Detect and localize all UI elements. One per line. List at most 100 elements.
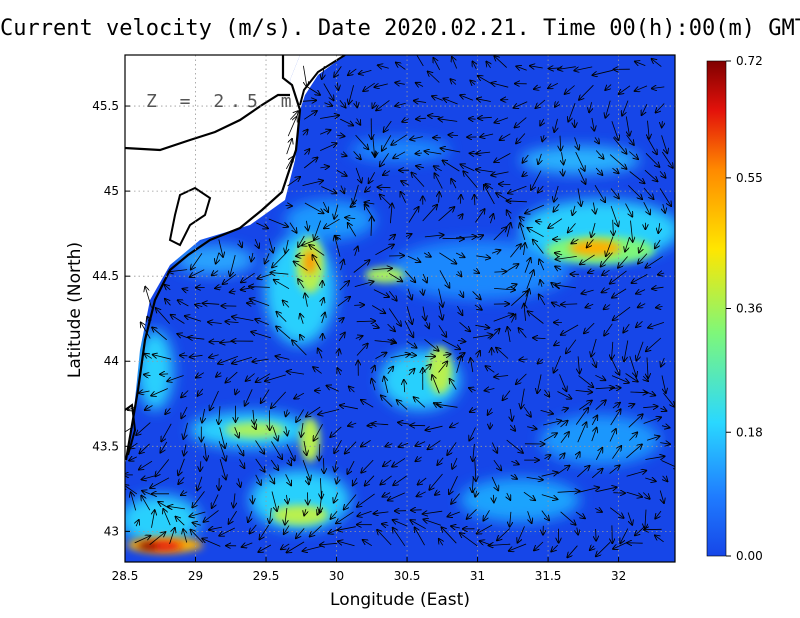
velocity-arrow bbox=[393, 520, 408, 527]
velocity-arrow bbox=[296, 528, 305, 538]
y-tick-label: 44 bbox=[104, 354, 119, 368]
velocity-arrow bbox=[247, 303, 256, 304]
velocity-arrow bbox=[662, 121, 663, 127]
velocity-arrow bbox=[246, 373, 255, 381]
velocity-arrow bbox=[609, 507, 623, 518]
velocity-arrow bbox=[205, 443, 207, 461]
velocity-arrow bbox=[612, 446, 621, 459]
velocity-arrow bbox=[423, 253, 431, 257]
velocity-arrow bbox=[561, 408, 568, 410]
velocity-arrow bbox=[645, 509, 646, 529]
velocity-arrow bbox=[393, 151, 406, 159]
velocity-arrow bbox=[507, 201, 527, 202]
velocity-arrow bbox=[480, 134, 494, 137]
velocity-arrow bbox=[449, 476, 458, 494]
velocity-arrow bbox=[541, 494, 558, 500]
velocity-arrow bbox=[181, 406, 188, 418]
velocity-arrow bbox=[255, 458, 265, 472]
velocity-arrow bbox=[448, 135, 459, 136]
velocity-arrow bbox=[556, 256, 577, 259]
velocity-arrow bbox=[337, 476, 339, 483]
velocity-arrow bbox=[451, 179, 457, 189]
velocity-arrow bbox=[469, 388, 476, 391]
velocity-arrow bbox=[439, 539, 443, 546]
velocity-arrow bbox=[303, 111, 317, 120]
velocity-arrow bbox=[636, 290, 646, 294]
velocity-arrow bbox=[276, 312, 287, 322]
velocity-arrow bbox=[557, 466, 570, 475]
velocity-arrow bbox=[645, 456, 664, 459]
velocity-arrow bbox=[383, 493, 391, 497]
velocity-arrow bbox=[438, 362, 448, 373]
velocity-arrow bbox=[447, 442, 457, 455]
land-area bbox=[125, 55, 346, 465]
velocity-arrow bbox=[416, 83, 424, 87]
velocity-arrow bbox=[551, 544, 558, 551]
velocity-arrow bbox=[353, 184, 359, 204]
velocity-arrow bbox=[451, 493, 460, 504]
velocity-arrow bbox=[544, 455, 551, 459]
velocity-arrow bbox=[469, 119, 476, 120]
velocity-arrow bbox=[636, 321, 643, 327]
velocity-arrow bbox=[320, 143, 336, 151]
velocity-arrow bbox=[271, 273, 289, 275]
velocity-arrow bbox=[353, 260, 370, 273]
velocity-arrow bbox=[415, 528, 425, 546]
velocity-arrow bbox=[286, 409, 288, 417]
velocity-arrow bbox=[491, 442, 497, 453]
velocity-arrow bbox=[387, 339, 397, 343]
velocity-arrow bbox=[506, 284, 517, 288]
velocity-arrow bbox=[235, 427, 239, 437]
velocity-arrow bbox=[509, 543, 527, 551]
velocity-arrow bbox=[503, 390, 511, 401]
velocity-arrow bbox=[518, 526, 525, 542]
velocity-arrow bbox=[408, 207, 419, 223]
velocity-arrow bbox=[302, 238, 320, 245]
velocity-arrow bbox=[415, 442, 426, 446]
velocity-arrow bbox=[526, 270, 534, 290]
velocity-arrow bbox=[609, 429, 616, 442]
velocity-arrow bbox=[361, 400, 374, 408]
velocity-arrow bbox=[150, 477, 170, 488]
velocity-arrow bbox=[392, 458, 406, 466]
velocity-arrow bbox=[393, 528, 406, 547]
velocity-arrow bbox=[305, 85, 320, 95]
velocity-arrow bbox=[595, 137, 599, 143]
velocity-arrow bbox=[594, 184, 605, 202]
velocity-arrow bbox=[578, 375, 594, 388]
velocity-arrow bbox=[452, 57, 458, 69]
velocity-arrow bbox=[511, 291, 527, 306]
velocity-arrow bbox=[629, 171, 645, 184]
velocity-arrow bbox=[635, 62, 646, 66]
velocity-arrow bbox=[185, 316, 202, 322]
velocity-arrow bbox=[428, 72, 440, 83]
velocity-arrow bbox=[406, 306, 412, 324]
velocity-arrow bbox=[604, 305, 611, 310]
velocity-arrow bbox=[510, 511, 511, 527]
velocity-arrow bbox=[257, 273, 272, 279]
velocity-arrow bbox=[384, 377, 389, 393]
velocity-arrow bbox=[345, 441, 357, 454]
velocity-arrow bbox=[287, 541, 305, 553]
velocity-arrow bbox=[595, 400, 606, 410]
velocity-arrow bbox=[524, 258, 531, 273]
velocity-arrow bbox=[486, 62, 490, 69]
velocity-arrow bbox=[271, 391, 286, 408]
velocity-arrow bbox=[648, 322, 665, 327]
velocity-arrow bbox=[372, 379, 375, 391]
velocity-arrow bbox=[327, 386, 339, 392]
velocity-arrow bbox=[324, 458, 325, 473]
velocity-arrow bbox=[441, 148, 461, 153]
velocity-arrow bbox=[241, 272, 255, 282]
velocity-arrow bbox=[572, 205, 575, 215]
velocity-arrow bbox=[145, 287, 152, 308]
velocity-arrow bbox=[416, 153, 423, 154]
velocity-arrow bbox=[337, 135, 345, 136]
velocity-arrow bbox=[375, 245, 394, 256]
velocity-arrow bbox=[554, 355, 561, 373]
velocity-arrow bbox=[250, 524, 257, 534]
velocity-arrow bbox=[424, 235, 444, 237]
velocity-arrow bbox=[575, 151, 585, 171]
velocity-arrow bbox=[382, 135, 392, 150]
velocity-arrow bbox=[357, 118, 361, 124]
